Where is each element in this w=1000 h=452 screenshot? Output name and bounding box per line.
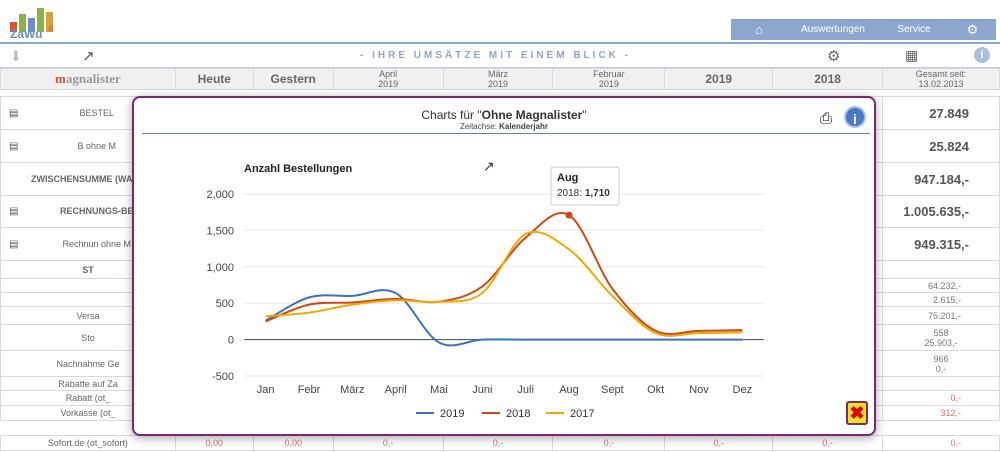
app-logo[interactable]: ZaWu 4 (6, 2, 60, 42)
legend-label: 2017 (570, 408, 594, 420)
x-tick-label: Juni (472, 384, 492, 396)
series-line-2017 (265, 230, 743, 337)
logo-text: ZaWu (10, 27, 43, 41)
line-chart-icon[interactable]: ↗ (82, 48, 95, 65)
col-header: Heute (174, 68, 254, 90)
col-header: Gesamt seit: 13.02.2013 (882, 68, 1000, 90)
y-tick-label: -500 (212, 371, 234, 383)
close-icon[interactable]: ✖ (846, 401, 868, 425)
col-header: März 2019 (442, 68, 554, 90)
nav-auswertungen[interactable]: Auswertungen (801, 24, 865, 35)
bar-chart-icon[interactable]: ▤ (9, 107, 19, 119)
col-header: 2018 (772, 68, 884, 90)
chart-title: Anzahl Bestellungen (244, 163, 352, 175)
bar-chart-icon[interactable]: ▤ (9, 238, 19, 250)
header-divider (0, 42, 1000, 44)
y-tick-label: 2,000 (206, 189, 234, 201)
col-header: Februar 2019 (552, 68, 666, 90)
x-tick-label: Jan (257, 384, 275, 396)
col-header: 2019 (664, 68, 774, 90)
table-header: magnalister Heute Gestern April 2019 März… (0, 68, 1000, 90)
table-row: Sofort.de (ot_sofort) 0,00 0,00 0,- 0,- … (0, 435, 1000, 451)
toolbar: ⬇ ↗ - IHRE UMSÄTZE MIT EINEM BLICK - ⚙ ▦… (0, 44, 1000, 68)
info-icon[interactable]: i (844, 106, 866, 128)
col-header: April 2019 (332, 68, 444, 90)
magnalister-logo: magnalister (0, 68, 176, 90)
x-tick-label: April (385, 384, 407, 396)
y-tick-label: 1,500 (206, 225, 234, 237)
logo-bar (37, 8, 44, 32)
download-icon[interactable]: ⬇ (10, 48, 22, 64)
settings-gears-icon[interactable]: ⚙ (827, 48, 841, 65)
tooltip-month: Aug (557, 172, 578, 184)
series-line-2018 (265, 212, 743, 335)
x-tick-label: Febr (298, 384, 321, 396)
series-line-2019 (265, 289, 743, 347)
info-icon[interactable]: i (974, 47, 990, 63)
modal-subtitle: Zeitachse: Kalenderjahr (459, 122, 549, 131)
mouse-cursor-icon: ↗ (483, 158, 495, 174)
printer-icon[interactable]: ⎙ (820, 110, 833, 127)
bar-chart-icon[interactable]: ▤ (9, 206, 19, 217)
legend-label: 2019 (440, 408, 464, 420)
gear-icon[interactable]: ⚙ (966, 21, 979, 37)
y-tick-label: 500 (216, 298, 234, 310)
x-tick-label: März (340, 384, 364, 396)
x-tick-label: Okt (647, 384, 664, 396)
sales-table: magnalister Heute Gestern April 2019 März… (0, 68, 1000, 90)
logo-bar (46, 12, 53, 32)
nav-service[interactable]: Service (897, 24, 931, 35)
x-tick-label: Aug (559, 384, 579, 396)
logo-bar (19, 14, 26, 32)
home-icon[interactable]: ⌂ (755, 22, 763, 37)
x-tick-label: Nov (689, 384, 709, 396)
highlight-point (565, 211, 573, 219)
bar-chart-icon[interactable]: ▤ (9, 140, 19, 152)
logo-bar (10, 22, 17, 32)
x-tick-label: Juli (517, 384, 534, 396)
logo-bar (28, 18, 35, 32)
chart-modal: Charts für "Ohne Magnalister" Zeitachse:… (132, 96, 876, 436)
col-header: Gestern (252, 68, 334, 90)
x-tick-label: Mai (430, 384, 448, 396)
page-title: - IHRE UMSÄTZE MIT EINEM BLICK - (360, 50, 631, 61)
top-navigation: ⌂ Auswertungen Service ⚙ (731, 19, 996, 40)
y-tick-label: 1,000 (206, 262, 234, 274)
line-chart: Anzahl Bestellungen 2,000 1,500 1,000 500 0 -5… (206, 163, 764, 420)
sales-rows-bottom: Sofort.de (ot_sofort) 0,00 0,00 0,- 0,- … (0, 435, 1000, 451)
x-tick-label: Sept (601, 384, 624, 396)
x-tick-label: Dez (733, 384, 753, 396)
legend-label: 2018 (506, 408, 530, 420)
modal-title: Charts für "Ohne Magnalister" (421, 108, 587, 122)
y-tick-label: 0 (228, 335, 234, 347)
logo-version: 4 (48, 24, 54, 35)
tooltip-box (550, 166, 620, 206)
tooltip-value: 2018: 1,710 (557, 188, 610, 199)
modal-divider (142, 133, 870, 134)
calendar-icon[interactable]: ▦ (905, 47, 919, 63)
